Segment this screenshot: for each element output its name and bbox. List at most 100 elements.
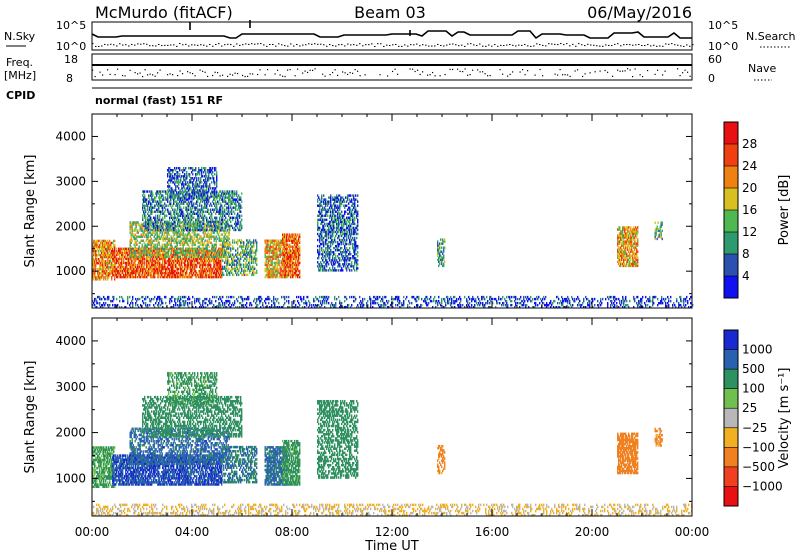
nave-dot <box>357 70 359 72</box>
data-cell <box>227 255 229 259</box>
data-cell <box>192 212 194 215</box>
data-cell <box>278 241 280 244</box>
data-cell <box>168 183 170 186</box>
data-cell <box>176 204 178 207</box>
data-cell <box>214 228 216 232</box>
data-cell <box>102 239 104 243</box>
data-cell <box>222 206 224 209</box>
nsearch-dot <box>632 44 634 46</box>
nave-dot <box>109 73 111 76</box>
data-cell <box>277 263 279 267</box>
data-cell <box>220 202 222 205</box>
data-cell <box>184 222 186 226</box>
nave-dot <box>167 74 169 76</box>
data-cell <box>185 257 187 261</box>
data-cell <box>216 220 218 224</box>
data-cell <box>234 198 236 201</box>
data-cell <box>148 220 150 224</box>
data-cell <box>199 181 201 184</box>
data-cell <box>163 196 165 199</box>
nave-dot <box>654 73 656 75</box>
data-cell <box>176 175 178 178</box>
data-cell <box>203 185 205 188</box>
data-cell <box>245 261 247 264</box>
data-cell <box>158 235 160 238</box>
data-cell <box>265 273 267 277</box>
data-cell <box>155 204 157 207</box>
data-cell <box>161 269 163 273</box>
data-cell <box>110 272 112 275</box>
data-cell <box>146 263 148 267</box>
data-cell <box>216 204 218 207</box>
data-cell <box>188 173 190 176</box>
data-cell <box>196 235 198 238</box>
data-cell <box>174 255 176 259</box>
data-cell <box>171 206 173 209</box>
data-cell <box>204 255 206 259</box>
data-cell <box>144 257 146 261</box>
data-cell <box>118 273 120 277</box>
data-cell <box>212 200 214 203</box>
cpid-label: CPID <box>6 89 35 102</box>
data-cell <box>147 216 149 220</box>
data-cell <box>173 259 175 263</box>
data-cell <box>176 243 178 246</box>
data-cell <box>129 263 131 267</box>
data-cell <box>180 271 182 275</box>
data-cell <box>114 249 116 253</box>
data-cell <box>217 200 219 203</box>
data-cell <box>177 251 179 255</box>
data-cell <box>194 228 196 232</box>
data-cell <box>146 247 148 251</box>
data-cell <box>115 263 117 267</box>
data-cell <box>140 227 142 230</box>
data-cell <box>169 267 171 271</box>
data-cell <box>196 183 198 186</box>
data-cell <box>192 251 194 255</box>
nsearch-dot <box>272 43 274 45</box>
data-cell <box>218 220 220 224</box>
data-cell <box>147 206 149 209</box>
nave-dot <box>294 75 296 77</box>
data-cell <box>94 261 96 265</box>
data-cell <box>207 249 209 253</box>
data-cell <box>92 268 94 271</box>
data-cell <box>208 235 210 238</box>
data-cell <box>267 267 269 271</box>
data-cell <box>171 173 173 176</box>
data-cell <box>200 187 202 190</box>
data-cell <box>180 181 182 184</box>
data-cell <box>132 253 134 257</box>
data-cell <box>271 245 273 248</box>
data-cell <box>196 239 198 242</box>
data-cell <box>232 267 234 270</box>
data-cell <box>153 253 155 257</box>
data-cell <box>173 222 175 226</box>
data-cell <box>164 214 166 218</box>
data-cell <box>122 265 124 269</box>
data-cell <box>239 216 241 220</box>
data-cell <box>195 223 197 226</box>
data-cell <box>98 274 100 277</box>
data-cell <box>98 249 100 253</box>
data-cell <box>95 255 97 259</box>
data-cell <box>148 224 150 228</box>
data-cell <box>208 200 210 203</box>
data-cell <box>196 251 198 255</box>
data-cell <box>112 257 114 261</box>
data-cell <box>208 177 210 180</box>
data-cell <box>183 273 185 277</box>
data-cell <box>178 218 180 222</box>
data-cell <box>193 224 195 228</box>
data-cell <box>276 275 278 279</box>
data-cell <box>283 269 285 273</box>
data-cell <box>201 239 203 242</box>
freq-tick-bottom: 8 <box>66 72 73 85</box>
data-cell <box>97 239 99 243</box>
data-cell <box>205 269 207 273</box>
data-cell <box>226 222 228 226</box>
data-cell <box>127 275 129 279</box>
data-cell <box>161 245 163 248</box>
data-cell <box>191 235 193 238</box>
data-cell <box>93 251 95 255</box>
